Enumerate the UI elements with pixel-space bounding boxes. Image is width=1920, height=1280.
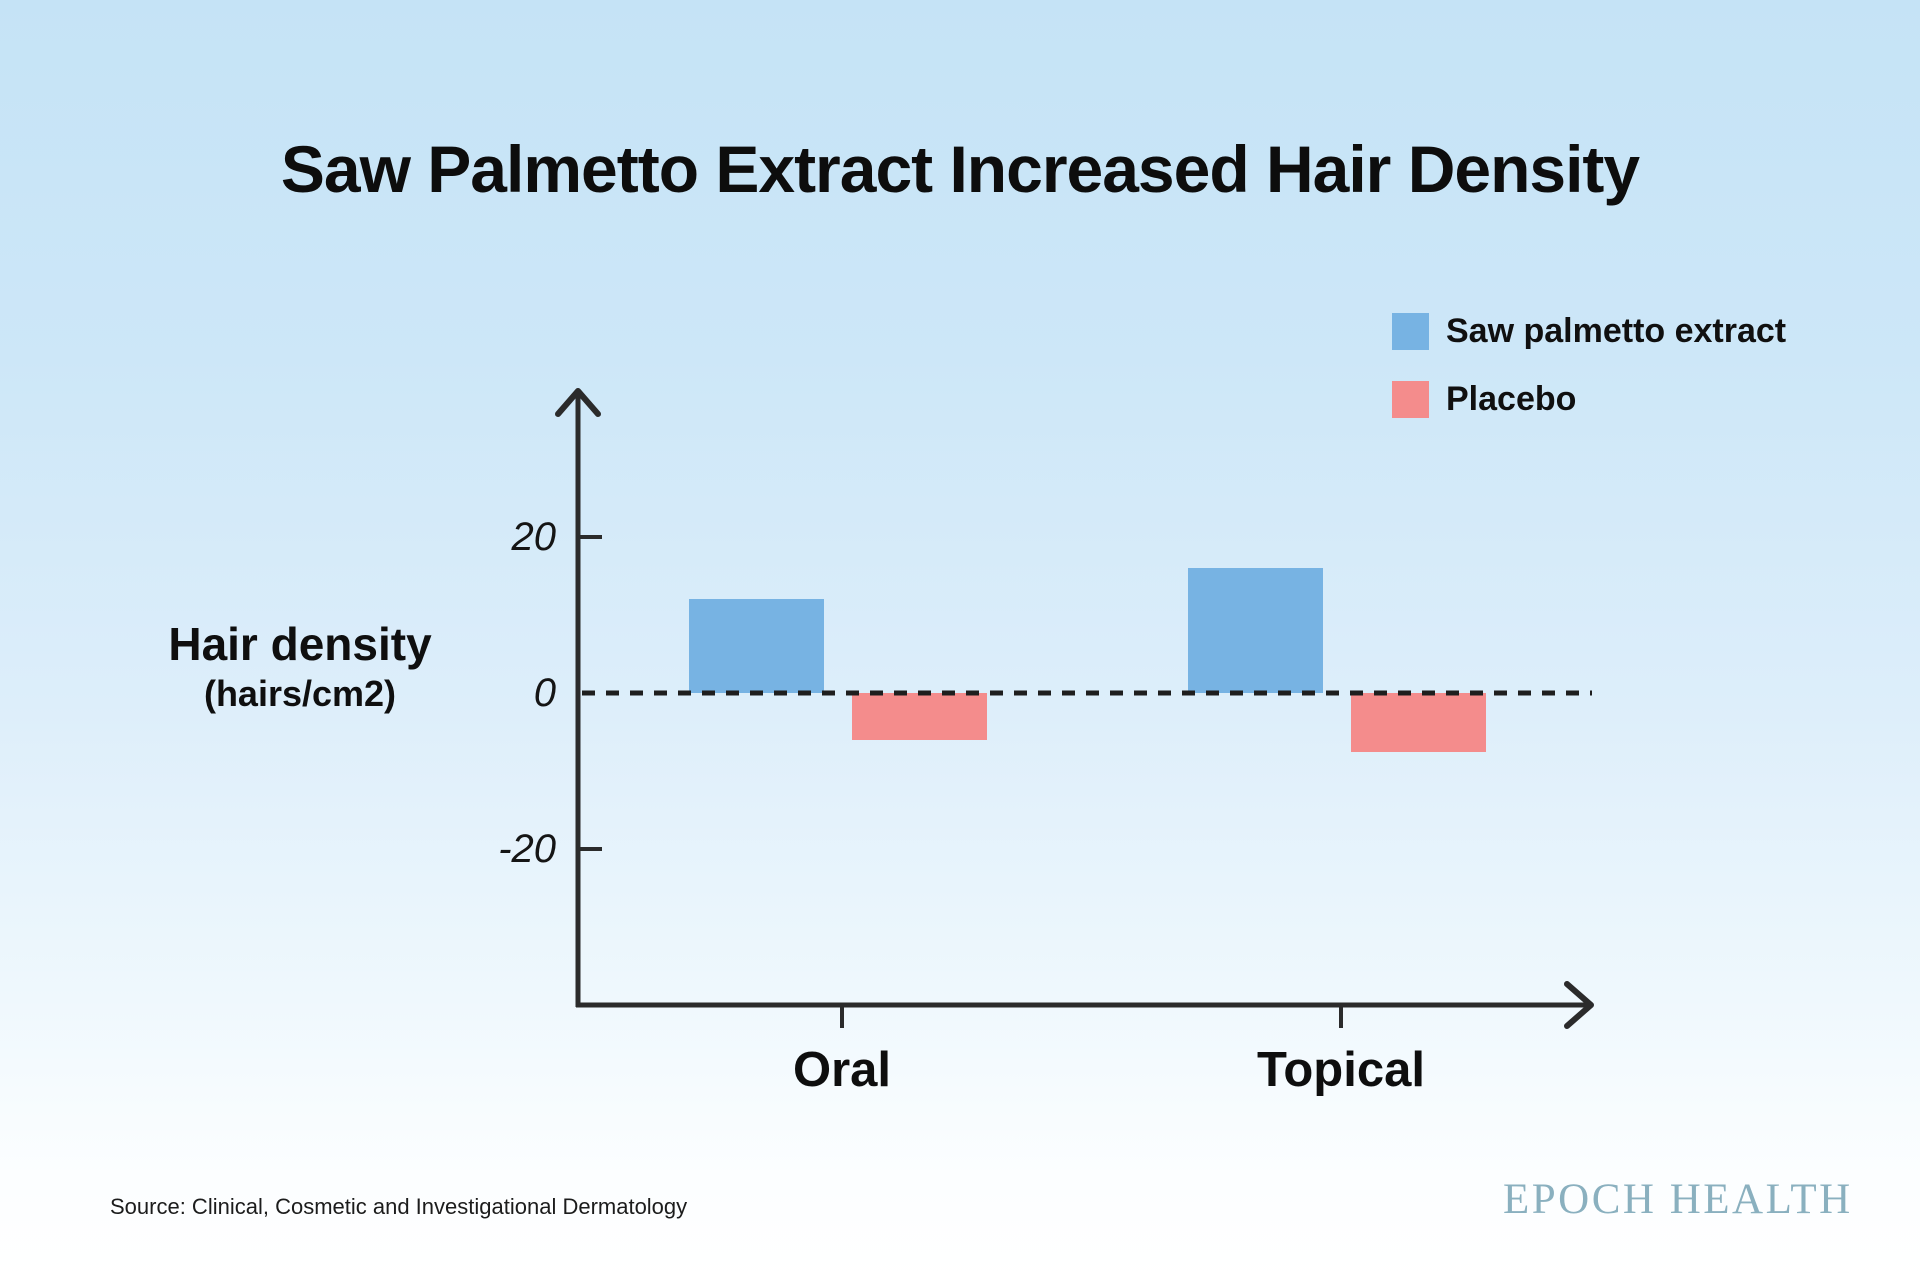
legend-item-placebo: Placebo (1392, 380, 1786, 418)
bar-topical-saw-palmetto-extract (1188, 568, 1323, 693)
category-label-topical: Topical (1257, 1043, 1425, 1097)
legend-swatch-saw-palmetto-icon (1392, 313, 1429, 350)
source-credit: Source: Clinical, Cosmetic and Investiga… (110, 1194, 688, 1219)
legend-item-saw-palmetto: Saw palmetto extract (1392, 312, 1787, 350)
bar-oral-saw-palmetto-extract (689, 599, 824, 693)
legend-label-placebo: Placebo (1446, 380, 1577, 418)
legend-label-saw-palmetto: Saw palmetto extract (1446, 312, 1787, 350)
y-tick-label-minus-20: -20 (498, 827, 556, 871)
bar-oral-placebo (852, 693, 987, 740)
y-axis-label-unit: (hairs/cm2) (203, 673, 397, 715)
y-tick-label-0: 0 (533, 671, 556, 715)
chart-title: Saw Palmetto Extract Increased Hair Dens… (280, 132, 1640, 206)
y-tick-label-20: 20 (511, 515, 557, 559)
brand-logo: EPOCH HEALTH (1503, 1176, 1853, 1223)
legend: Saw palmetto extract Placebo (1392, 312, 1787, 449)
y-axis-label: Hair density (hairs/cm2) (110, 620, 490, 714)
category-label-oral: Oral (792, 1043, 892, 1097)
legend-swatch-placebo-icon (1392, 381, 1429, 418)
y-axis-label-main: Hair density (168, 618, 432, 670)
bar-topical-placebo (1351, 693, 1486, 752)
